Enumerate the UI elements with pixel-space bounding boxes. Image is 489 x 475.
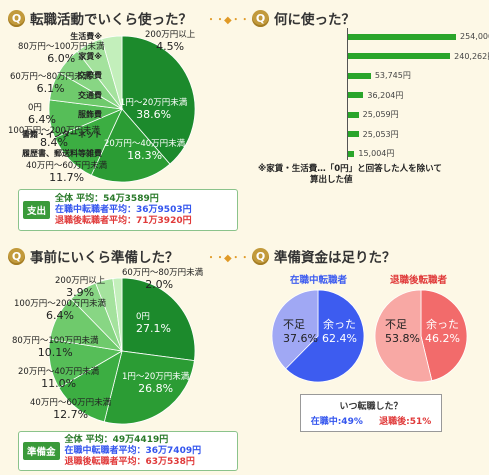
bar-value-label: 254,000円: [460, 32, 489, 41]
note-line-2: 算出した値: [310, 175, 353, 185]
section-title: 転職活動でいくら使った？: [30, 12, 192, 28]
bar-value-label: 240,262円: [454, 51, 489, 61]
q-badge-icon: Q: [8, 9, 25, 27]
pie-label-60-80man: 60万円〜80万円未満 6.1%: [10, 72, 92, 95]
when-title: いつ転職した？: [339, 402, 403, 412]
pie-label-0yen: 0円 6.4%: [28, 103, 56, 126]
in-enough-pie: [271, 289, 365, 383]
divider-dots: ・・◆・・: [206, 253, 250, 264]
q-badge-icon: Q: [252, 9, 269, 27]
summary-out: 退職後転職者平均：63万538円: [64, 456, 195, 467]
when-out: 退職後:51%: [379, 417, 432, 427]
out-no-label: 不足 53.8%: [385, 318, 420, 345]
bar: [348, 131, 359, 137]
bar-category-label: 履歴書、郵送料等雑費: [22, 149, 102, 158]
bar: [348, 33, 456, 40]
pie-label-20-40man: 20万円〜40万円未満 18.3%: [104, 139, 186, 162]
when-box: いつ転職した？ 在職中:49% 退職後:51%: [300, 394, 442, 432]
pie-label-200man: 200万円以上 4.5%: [145, 30, 196, 53]
pie-label-20-40man: 20万円〜40万円未満 11.0%: [18, 367, 100, 390]
summary-tag: 準備金: [23, 442, 60, 460]
q-badge-icon: Q: [8, 247, 25, 265]
bar: [348, 72, 371, 79]
pie-slice: [112, 277, 123, 352]
pie-label-100-200man: 100万円〜200万円未満 6.4%: [14, 299, 106, 322]
usage-note: ※家賃・生活費…「0円」と回答した人を除いて 算出した値: [258, 164, 442, 186]
bar-category-label: 生活費※: [70, 32, 102, 41]
section-title: 事前にいくら準備した？: [30, 250, 179, 266]
pie-label-1-20man: 1円〜20万円未満 26.8%: [122, 372, 190, 395]
section-header-enough: Q 準備資金は足りた？: [252, 246, 396, 266]
spend-summary-box: 支出 全体 平均：54万3589円 在職中転職者平均：36万9503円 退職後転…: [18, 189, 238, 231]
pie-label-80-100man: 80万円〜100万円未満 10.1%: [12, 336, 99, 359]
divider-dots: ・・◆・・: [206, 15, 250, 26]
pie-slice: [58, 350, 123, 423]
pie-slice: [90, 108, 171, 183]
pie-label-60-80man: 60万円〜80万円未満 2.0%: [122, 268, 204, 291]
pie-slice: [101, 35, 123, 110]
pie-slice: [121, 35, 196, 165]
summary-all: 全体 平均：54万3589円: [55, 193, 159, 204]
summary-in: 在職中転職者平均：36万7409円: [64, 445, 202, 456]
pie-label-0yen: 0円 27.1%: [136, 312, 171, 335]
bar: [348, 53, 451, 59]
bar-value-label: 36,204円: [367, 90, 404, 100]
bar-category-label: 交際費: [78, 71, 102, 80]
bar-value-label: 15,004円: [358, 149, 395, 158]
pie-label-40-60man: 40万円〜60万円未満 12.7%: [30, 398, 112, 421]
out-yes-label: 余った 46.2%: [425, 318, 460, 345]
pie-label-1-20man: 1円〜20万円未満 38.6%: [120, 98, 188, 121]
pie-slice: [103, 350, 195, 425]
pie-slice-yes: [285, 289, 365, 383]
bar-value-label: 53,745円: [374, 71, 411, 80]
out-pie-title: 退職後転職者: [390, 275, 448, 286]
bar: [348, 92, 364, 98]
section-header-prep: Q 事前にいくら準備した？: [8, 246, 179, 266]
out-enough-pie: [374, 289, 468, 383]
pie-slice-no: [271, 289, 319, 370]
bar-category-label: 書籍・インターネット: [22, 129, 102, 139]
bar: [348, 150, 355, 157]
prep-pie-chart: [48, 277, 196, 425]
pie-slice: [121, 277, 196, 362]
bar-category-label: 服飾費: [78, 110, 102, 119]
summary-in: 在職中転職者平均：36万9503円: [55, 204, 192, 215]
pie-label-40-60man: 40万円〜60万円未満 11.7%: [26, 161, 108, 184]
bar-category-label: 交通費: [78, 90, 102, 100]
pie-label-80-100man: 80万円〜100万円未満 6.0%: [18, 42, 105, 65]
in-pie-title: 在職中転職者: [290, 275, 348, 286]
summary-all: 全体 平均：49万4419円: [64, 434, 169, 445]
in-yes-label: 余った 62.4%: [322, 318, 357, 345]
prep-summary-box: 準備金 全体 平均：49万4419円 在職中転職者平均：36万7409円 退職後…: [18, 431, 238, 471]
pie-label-200man: 200万円以上 3.9%: [55, 276, 106, 299]
in-no-label: 不足 37.6%: [283, 318, 318, 345]
spend-pie-chart: [48, 35, 196, 183]
section-header-spend: Q 転職活動でいくら使った？: [8, 8, 192, 28]
q-badge-icon: Q: [252, 247, 269, 265]
bar-value-label: 25,059円: [362, 110, 399, 119]
section-title: 何に使った？: [274, 12, 355, 28]
pie-slice-yes: [420, 289, 468, 382]
when-in: 在職中:49%: [310, 417, 363, 427]
summary-out: 退職後転職者平均：71万3920円: [55, 215, 192, 226]
note-line-1: ※家賃・生活費…「0円」と回答した人を除いて: [258, 164, 442, 174]
section-title: 準備資金は足りた？: [274, 250, 396, 266]
bar: [348, 111, 359, 118]
bar-category-label: 家賃※: [78, 51, 102, 61]
summary-tag: 支出: [23, 201, 51, 219]
pie-slice-no: [374, 289, 433, 383]
bar-value-label: 25,053円: [362, 129, 399, 139]
section-header-usage: Q 何に使った？: [252, 8, 355, 28]
bar-axis: [347, 28, 348, 160]
pie-label-100-200man: 100万円〜200万円未満 8.4%: [8, 126, 100, 149]
